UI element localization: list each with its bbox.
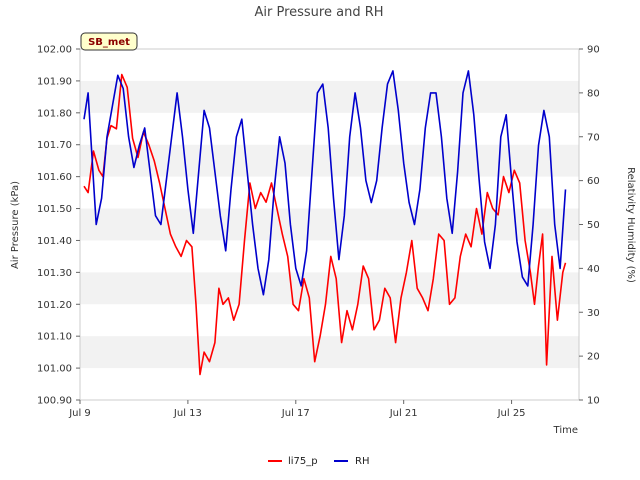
x-axis-label: Time <box>553 425 578 436</box>
y-right-tick-label: 10 <box>587 396 600 407</box>
y-axis-left: 100.90 101.00 101.10 101.20 101.30 101.40 101.… <box>37 45 80 407</box>
series-lines <box>83 70 567 376</box>
series-line-rh <box>83 70 567 296</box>
y-left-tick-label: 101.30 <box>37 268 72 279</box>
y-axis-right-label: Relativity Humidity (%) <box>625 167 636 283</box>
x-axis: Jul 9 Jul 13 Jul 17 Jul 21 Jul 25 <box>68 400 526 419</box>
y-right-tick-label: 80 <box>587 88 600 99</box>
y-left-tick-label: 100.90 <box>37 396 72 407</box>
y-left-tick-label: 101.50 <box>37 204 72 215</box>
legend-label-li75_p: li75_p <box>288 456 318 467</box>
station-badge-box <box>80 32 138 51</box>
legend: li75_p RH <box>268 456 369 467</box>
station-badge: SB_met <box>80 32 138 51</box>
y-left-tick-label: 101.20 <box>37 300 72 311</box>
y-right-tick-label: 30 <box>587 308 600 319</box>
x-tick-label: Jul 9 <box>68 408 91 419</box>
y-right-tick-label: 60 <box>587 176 600 187</box>
y-axis-left-label: Air Pressure (kPa) <box>10 181 21 269</box>
y-right-tick-label: 40 <box>587 264 600 275</box>
y-left-tick-label: 101.40 <box>37 236 72 247</box>
x-tick-label: Jul 25 <box>497 408 526 419</box>
y-right-tick-label: 50 <box>587 220 600 231</box>
station-badge-label: SB_met <box>88 37 130 48</box>
y-left-tick-label: 101.80 <box>37 108 72 119</box>
x-tick-label: Jul 17 <box>281 408 310 419</box>
y-left-tick-label: 101.70 <box>37 140 72 151</box>
y-left-tick-label: 101.90 <box>37 76 72 87</box>
grid-band <box>80 272 579 305</box>
x-tick-label: Jul 13 <box>173 408 202 419</box>
y-left-tick-label: 101.10 <box>37 332 72 343</box>
y-left-tick-label: 101.60 <box>37 172 72 183</box>
series-line-li75_p <box>83 73 567 376</box>
grid-band <box>80 336 579 369</box>
y-left-tick-label: 102.00 <box>37 45 72 56</box>
y-right-tick-label: 70 <box>587 132 600 143</box>
y-axis-right: 10 20 30 40 50 60 70 80 90 <box>579 45 600 407</box>
x-tick-label: Jul 21 <box>389 408 418 419</box>
legend-label-rh: RH <box>355 456 369 467</box>
y-right-tick-label: 20 <box>587 352 600 363</box>
y-right-tick-label: 90 <box>587 45 600 56</box>
grid-band <box>80 80 579 113</box>
chart-title: Air Pressure and RH <box>254 5 383 20</box>
y-left-tick-label: 101.00 <box>37 364 72 375</box>
